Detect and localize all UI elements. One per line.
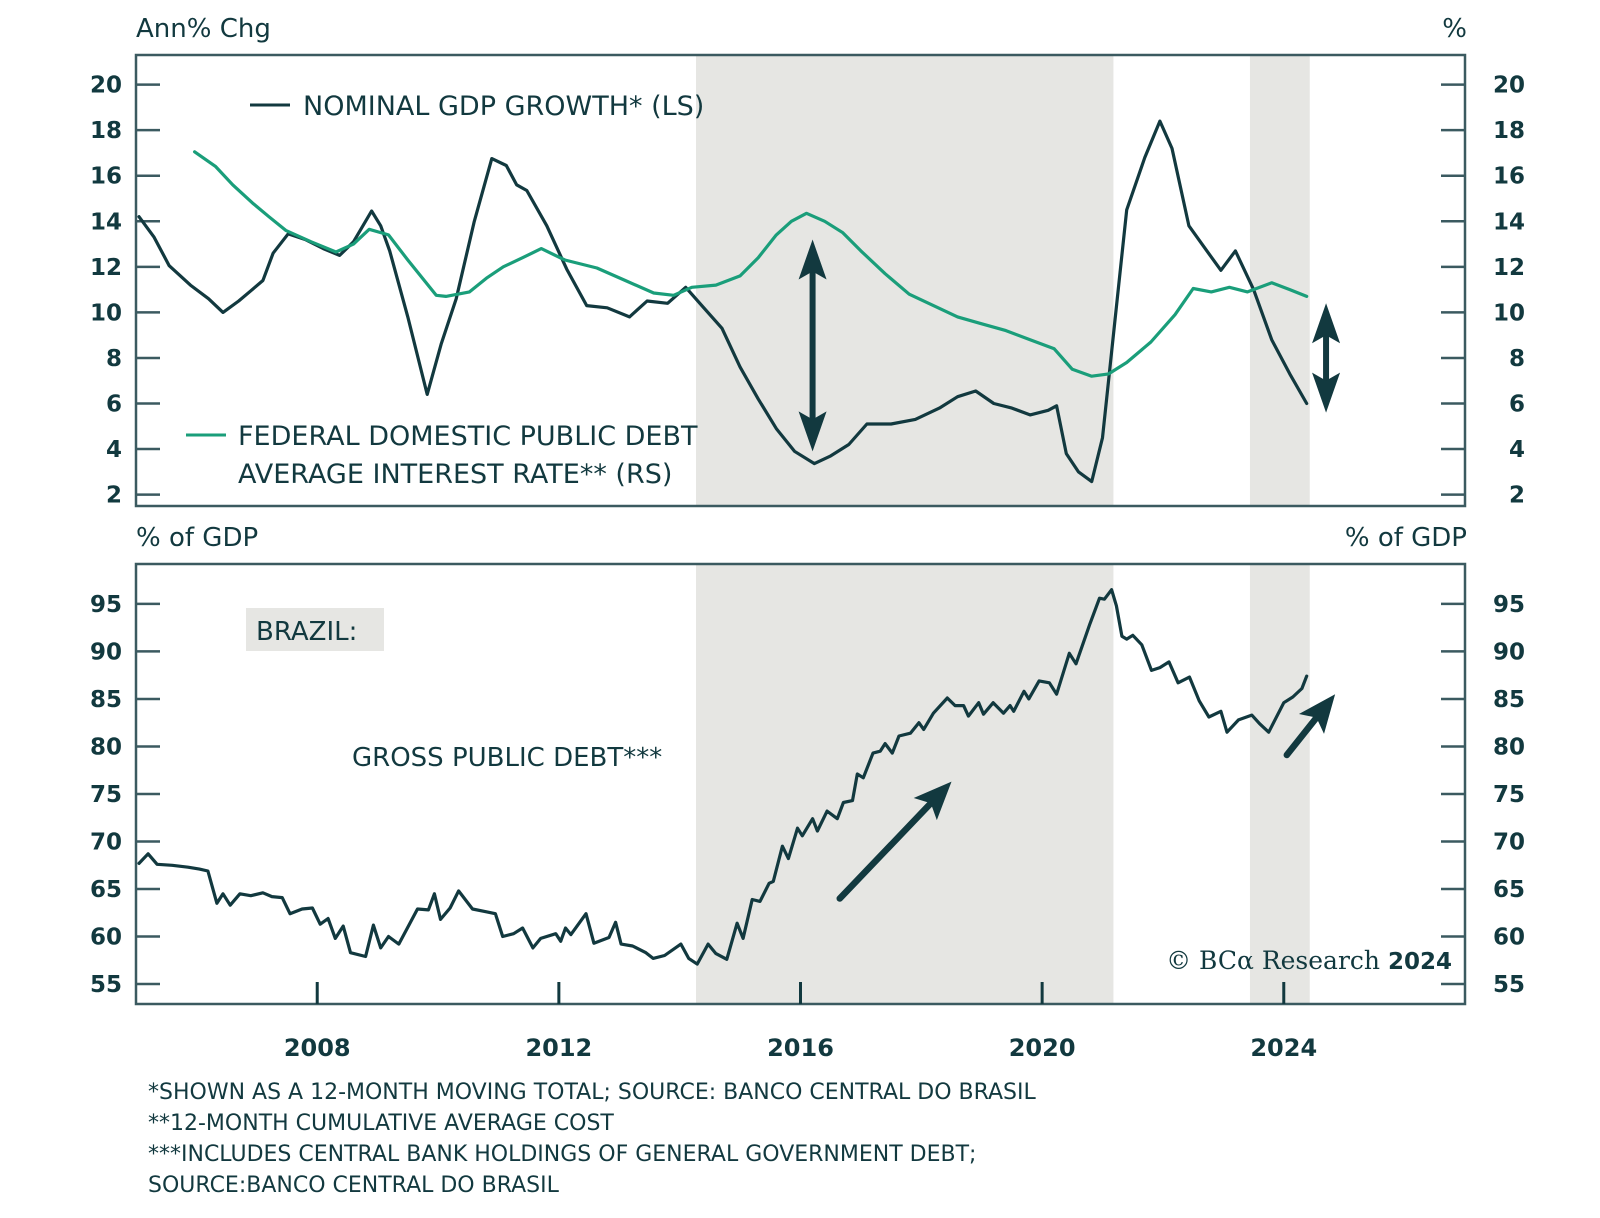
top-series-lines [137,119,1309,484]
top-left-tick-label: 6 [106,392,122,418]
top-right-tick-label: 18 [1493,118,1525,144]
bottom-left-tick-label: 75 [90,782,122,808]
copyright-year: 2024 [1388,949,1452,975]
bottom-right-tick-label: 95 [1493,592,1525,618]
bottom-series-lines [137,588,1309,966]
bottom-left-tick-label: 90 [90,639,122,665]
bottom-series-line-1 [137,588,1309,966]
bottom-right-tick-label: 85 [1493,687,1525,713]
footnote-3: ***INCLUDES CENTRAL BANK HOLDINGS OF GEN… [148,1142,976,1167]
bottom-left-tick-label: 80 [90,734,122,760]
x-axis-labels: 2008 2012 2016 2020 2024 [284,1034,1317,1062]
top-right-tick-label: 8 [1509,346,1525,372]
bottom-left-tick-label: 70 [90,829,122,855]
copyright-prefix: © BCα Research [1166,946,1380,975]
top-left-tick-label: 2 [106,483,122,509]
bottom-right-tick-label: 90 [1493,639,1525,665]
bottom-right-tick-label: 70 [1493,829,1525,855]
top-left-tick-label: 12 [90,255,122,281]
top-left-tick-label: 16 [90,164,122,190]
footnote-2: **12-MONTH CUMULATIVE AVERAGE COST [148,1111,614,1136]
top-left-tick-label: 10 [90,300,122,326]
top-annotation-arrows [798,239,1341,452]
top-right-tick-label: 4 [1509,437,1525,463]
bottom-shaded-period-1 [695,564,1114,1004]
bottom-left-tick-label: 55 [90,972,122,998]
top-right-tick-label: 14 [1493,209,1525,235]
top-left-tick-label: 14 [90,209,122,235]
top-right-axis-label: % [1442,14,1467,44]
bottom-right-axis-label: % of GDP [1345,523,1467,553]
top-left-tick-label: 8 [106,346,122,372]
bottom-right-tick-label: 80 [1493,734,1525,760]
bottom-left-tick-label: 60 [90,925,122,951]
top-shaded-periods [695,55,1310,506]
top-left-tick-label: 20 [90,73,122,99]
legend-label-nominal-gdp: NOMINAL GDP GROWTH* (LS) [303,91,704,122]
top-panel: 2 4 6 8 10 12 14 16 18 20 2 4 6 8 10 12 14 16 18 20 Ann% Ch… [90,14,1525,509]
series-label-gross-public-debt: GROSS PUBLIC DEBT*** [352,743,662,773]
legend-label-debt-rate-line2: AVERAGE INTEREST RATE** (RS) [238,459,672,490]
bottom-right-tick-label: 65 [1493,877,1525,903]
bottom-left-tick-label: 65 [90,877,122,903]
x-tick-label: 2008 [284,1034,351,1062]
top-left-tick-label: 4 [106,437,122,463]
panel-label-box [246,608,384,651]
double-arrow-icon [1312,303,1341,413]
bottom-right-tick-label: 60 [1493,925,1525,951]
trend-arrow-icon [836,781,952,902]
bottom-annotation-arrows [836,694,1336,902]
bottom-left-tick-label: 85 [90,687,122,713]
copyright-notice: © BCα Research 2024 [1166,946,1452,975]
trend-arrow-icon [1283,694,1336,759]
bottom-panel: 55 60 65 70 75 80 85 90 95 55 60 65 70 75 80 85 90 95 % o… [90,523,1525,1062]
x-tick-label: 2012 [525,1034,592,1062]
footnote-1: *SHOWN AS A 12-MONTH MOVING TOTAL; SOURC… [148,1080,1036,1105]
top-right-tick-label: 2 [1509,483,1525,509]
legend-label-debt-rate-line1: FEDERAL DOMESTIC PUBLIC DEBT [238,421,698,452]
bottom-axis-ticks: 55 60 65 70 75 80 85 90 95 55 60 65 70 75 80 85 90 95 [90,592,1525,1004]
bottom-shaded-periods [695,564,1310,1004]
bottom-right-tick-label: 75 [1493,782,1525,808]
top-left-axis-label: Ann% Chg [136,14,271,44]
bottom-left-axis-label: % of GDP [136,523,258,553]
top-panel-frame [134,53,1467,508]
panel-label-brazil: BRAZIL: [256,617,357,647]
x-tick-label: 2024 [1250,1034,1317,1062]
top-right-tick-label: 12 [1493,255,1525,281]
top-right-tick-label: 16 [1493,164,1525,190]
bottom-right-tick-label: 55 [1493,972,1525,998]
top-axis-ticks: 2 4 6 8 10 12 14 16 18 20 2 4 6 8 10 12 14 16 18 20 [90,73,1525,509]
top-series-line-2 [193,150,1309,378]
top-left-tick-label: 18 [90,118,122,144]
top-shaded-period-1 [695,55,1114,506]
top-right-tick-label: 6 [1509,392,1525,418]
top-shaded-period-2 [1249,55,1310,506]
bottom-shaded-period-2 [1249,564,1310,1004]
top-right-tick-label: 10 [1493,300,1525,326]
top-right-tick-label: 20 [1493,73,1525,99]
footnotes: *SHOWN AS A 12-MONTH MOVING TOTAL; SOURC… [148,1080,1036,1198]
bottom-left-tick-label: 95 [90,592,122,618]
double-arrow-icon [798,239,827,452]
x-tick-label: 2020 [1009,1034,1076,1062]
x-tick-label: 2016 [767,1034,834,1062]
footnote-4: SOURCE:BANCO CENTRAL DO BRASIL [148,1173,560,1198]
